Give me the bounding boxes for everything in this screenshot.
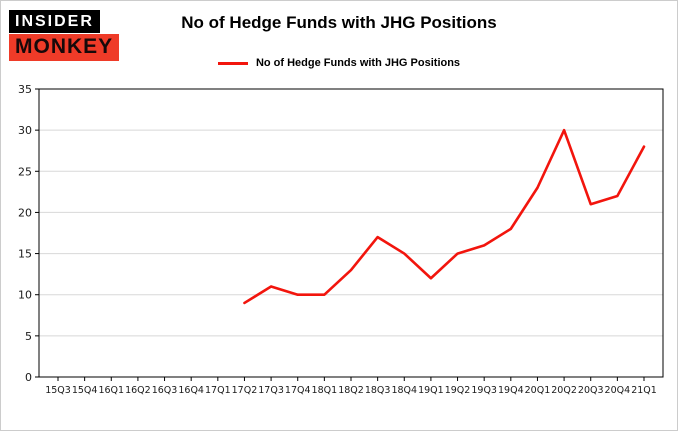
x-tick-label: 19Q2 [445, 385, 471, 396]
legend: No of Hedge Funds with JHG Positions [217, 57, 461, 69]
y-axis-labels: 0 5 10 15 20 25 30 35 [18, 83, 39, 384]
logo-monkey-text: MONKEY [9, 34, 120, 61]
y-tick-label: 15 [18, 248, 32, 261]
plot-border [38, 88, 664, 378]
x-axis-labels: 15Q3 15Q4 16Q1 16Q2 16Q3 16Q4 17Q1 17Q2 17Q3 17Q4… [45, 377, 657, 396]
x-tick-label: 16Q4 [178, 385, 204, 396]
x-tick-label: 16Q2 [125, 385, 151, 396]
x-tick-label: 20Q2 [551, 385, 577, 396]
x-tick-label: 20Q3 [578, 385, 604, 396]
y-tick-label: 35 [18, 83, 32, 96]
x-tick-label: 17Q3 [258, 385, 284, 396]
legend-label: No of Hedge Funds with JHG Positions [255, 57, 461, 69]
x-tick-label: 20Q4 [605, 385, 631, 396]
x-tick-label: 15Q4 [72, 385, 98, 396]
title-block: No of Hedge Funds with JHG Positions No … [1, 13, 677, 69]
x-tick-label: 18Q1 [312, 385, 338, 396]
x-tick-label: 18Q4 [391, 385, 417, 396]
insider-monkey-logo: INSIDER MONKEY [9, 10, 131, 61]
x-tick-label: 21Q1 [631, 385, 657, 396]
y-tick-label: 20 [18, 206, 32, 219]
gridlines [39, 88, 663, 337]
y-tick-label: 5 [25, 330, 32, 343]
series-line [243, 128, 646, 305]
logo-insider-text: INSIDER [9, 10, 100, 33]
y-tick-label: 0 [25, 371, 32, 384]
x-tick-label: 17Q1 [205, 385, 231, 396]
x-tick-label: 16Q3 [152, 385, 178, 396]
x-tick-label: 17Q4 [285, 385, 311, 396]
y-tick-label: 10 [18, 289, 32, 302]
x-tick-label: 19Q3 [471, 385, 497, 396]
x-tick-label: 16Q1 [98, 385, 124, 396]
y-tick-label: 25 [18, 165, 32, 178]
x-tick-label: 20Q1 [525, 385, 551, 396]
x-tick-label: 17Q2 [232, 385, 258, 396]
y-tick-label: 30 [18, 124, 32, 137]
legend-line-sample [217, 61, 248, 65]
chart-title: No of Hedge Funds with JHG Positions [181, 13, 497, 32]
x-tick-label: 19Q1 [418, 385, 444, 396]
x-tick-label: 19Q4 [498, 385, 524, 396]
x-tick-label: 18Q3 [365, 385, 391, 396]
x-tick-label: 18Q2 [338, 385, 364, 396]
x-tick-label: 15Q3 [45, 385, 71, 396]
